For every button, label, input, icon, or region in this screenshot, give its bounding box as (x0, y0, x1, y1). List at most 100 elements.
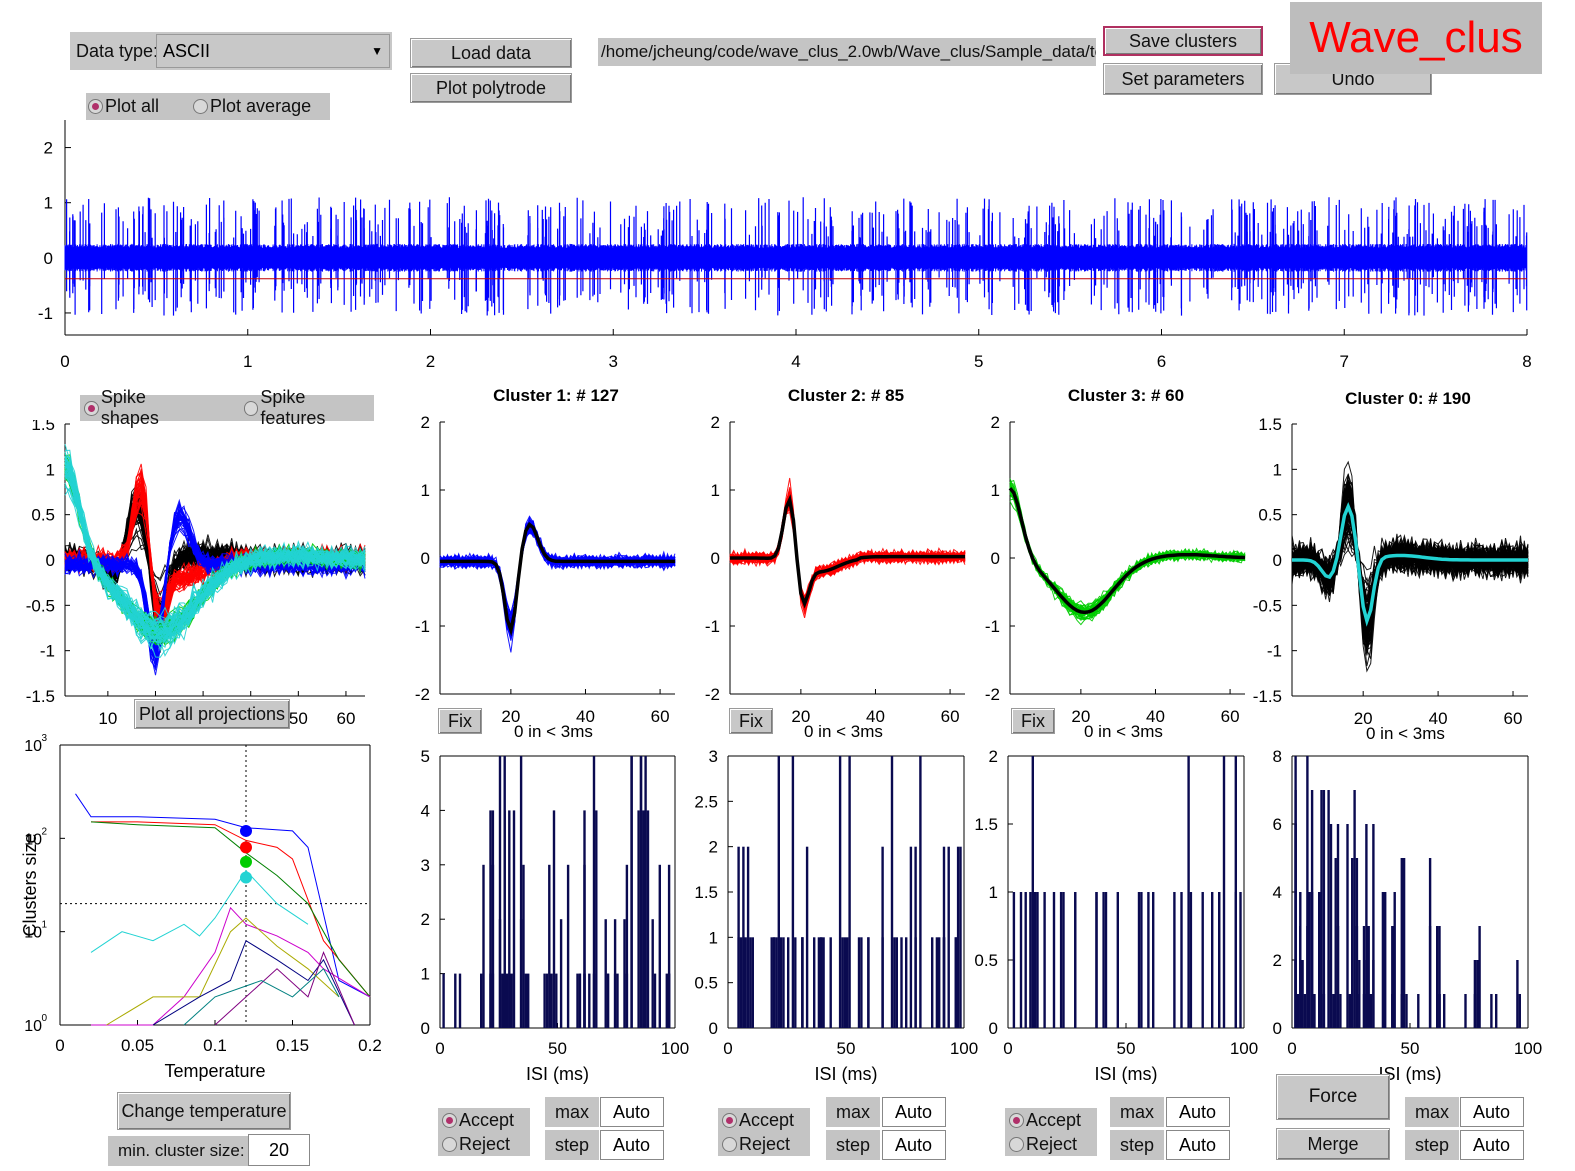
cluster-3-accept-radio[interactable]: Accept (1009, 1110, 1081, 1131)
accept-label: Accept (1026, 1109, 1082, 1130)
mean-waveform (1292, 501, 1528, 627)
histogram-bar (1417, 994, 1420, 1028)
histogram-bar (616, 973, 619, 1028)
data-type-select[interactable]: ASCII ▼ (156, 34, 390, 68)
y-tick-label: -1 (705, 617, 720, 636)
radio-icon (1009, 1136, 1024, 1152)
set-parameters-button[interactable]: Set parameters (1103, 63, 1263, 95)
spike-trace (1009, 486, 1246, 614)
cluster-2-fix-button[interactable]: Fix (729, 708, 773, 734)
x-tick-label: 40 (576, 707, 595, 726)
spike-trace (439, 520, 676, 631)
y-tick-label: -1 (38, 304, 53, 323)
histogram-bar (555, 973, 558, 1028)
y-tick-label: -1 (40, 642, 55, 661)
min-cluster-size-input[interactable]: 20 (248, 1134, 310, 1166)
histogram-bar (519, 919, 523, 1028)
histogram-bar (1400, 994, 1403, 1028)
y-tick-label: 0 (991, 549, 1000, 568)
histogram-bar (1365, 824, 1368, 1028)
spike-trace (439, 529, 676, 626)
histogram-bar (588, 973, 591, 1028)
cluster-1-max-input[interactable]: Auto (600, 1097, 664, 1127)
cluster-3-max-input[interactable]: Auto (1166, 1097, 1230, 1127)
cluster-3-reject-radio[interactable]: Reject (1009, 1134, 1077, 1155)
x-tick-label: 60 (1504, 709, 1523, 728)
cluster-2-accept-group: Accept Reject (718, 1108, 810, 1156)
histogram-bar (1308, 892, 1311, 1028)
cluster-2-reject-radio[interactable]: Reject (722, 1134, 790, 1155)
spike-trace (1009, 486, 1246, 617)
y-tick-label: -0.5 (26, 596, 55, 615)
radio-selected-icon (88, 99, 103, 114)
spike-trace (729, 502, 966, 606)
spike-trace (439, 531, 676, 623)
change-temperature-button[interactable]: Change temperature (117, 1092, 291, 1130)
histogram-bar (505, 973, 509, 1028)
load-data-button[interactable]: Load data (410, 38, 572, 68)
cluster-2-step-label: step (826, 1130, 880, 1160)
plot-all-radio[interactable]: Plot all (88, 96, 159, 117)
cluster-1-reject-radio[interactable]: Reject (442, 1134, 510, 1155)
spike-trace (439, 531, 676, 615)
spike-trace (729, 507, 966, 598)
histogram-bar (623, 919, 626, 1028)
spike-trace (1009, 493, 1246, 609)
plot-average-radio[interactable]: Plot average (193, 96, 311, 117)
merge-button[interactable]: Merge (1276, 1128, 1390, 1160)
histogram-bar (501, 973, 504, 1028)
x-tick-label: 50 (1401, 1039, 1420, 1058)
histogram-bar (1355, 926, 1359, 1028)
save-clusters-button[interactable]: Save clusters (1103, 26, 1263, 56)
histogram-bar (1043, 892, 1046, 1028)
cluster-2-step-input[interactable]: Auto (882, 1130, 946, 1160)
cluster-0-max-input[interactable]: Auto (1460, 1097, 1524, 1127)
spike-trace (439, 522, 676, 633)
spike-trace (439, 530, 676, 616)
histogram-bar (1322, 790, 1326, 1028)
cluster-1-fix-button[interactable]: Fix (438, 708, 482, 734)
y-tick-label: 1.5 (1258, 415, 1282, 434)
force-button[interactable]: Force (1276, 1074, 1390, 1120)
y-tick-label: 0 (711, 549, 720, 568)
spike-trace (439, 522, 676, 631)
histogram-bar (489, 810, 492, 1028)
spike-trace (1291, 541, 1529, 572)
y-tick-label: -1.5 (26, 687, 55, 706)
spike-shapes-radio[interactable]: Spike shapes (84, 387, 208, 429)
spike-trace (1009, 491, 1246, 614)
histogram-bar (893, 937, 896, 1028)
spike-trace (729, 487, 966, 610)
spike-trace (729, 503, 966, 598)
cluster-1-step-input[interactable]: Auto (600, 1130, 664, 1160)
histogram-bar (905, 937, 908, 1028)
cluster-0-step-input[interactable]: Auto (1460, 1130, 1524, 1160)
histogram-bar (576, 973, 579, 1028)
histogram-bar (491, 864, 495, 1028)
cluster-2-max-input[interactable]: Auto (882, 1097, 946, 1127)
histogram-bar (841, 937, 844, 1028)
cluster-1-accept-radio[interactable]: Accept (442, 1110, 514, 1131)
plot-all-projections-button[interactable]: Plot all projections (134, 699, 290, 729)
cluster-3-fix-button[interactable]: Fix (1011, 708, 1055, 734)
cluster-2-accept-radio[interactable]: Accept (722, 1110, 794, 1131)
x-tick-label: 5 (974, 352, 983, 371)
y-tick-label: 0 (989, 1019, 998, 1038)
x-tick-label: 20 (1354, 709, 1373, 728)
cluster-3-step-input[interactable]: Auto (1166, 1130, 1230, 1160)
histogram-bar (1095, 892, 1098, 1028)
histogram-bar (646, 810, 650, 1028)
spike-features-radio[interactable]: Spike features (243, 387, 374, 429)
histogram-bar (867, 937, 870, 1028)
histogram-bar (482, 864, 485, 1028)
histogram-bar (1102, 892, 1105, 1028)
plot-polytrode-button[interactable]: Plot polytrode (410, 73, 572, 103)
y-tick-label: 0.5 (31, 506, 55, 525)
spike-trace (729, 501, 966, 598)
spike-trace (439, 525, 676, 632)
cluster-2-isi-note: 0 in < 3ms (804, 722, 883, 741)
histogram-bar (1306, 756, 1309, 1028)
histogram-bar (846, 937, 849, 1028)
spike-trace (439, 525, 676, 633)
histogram-bar (653, 973, 657, 1028)
